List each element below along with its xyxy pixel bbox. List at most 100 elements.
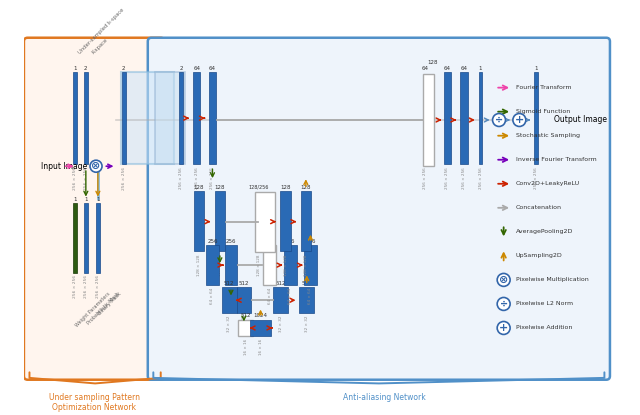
Text: Concatenation: Concatenation: [516, 205, 562, 210]
Text: 256 × 256: 256 × 256: [534, 167, 538, 189]
Text: 512: 512: [224, 281, 234, 286]
Text: 256 × 256: 256 × 256: [73, 275, 77, 298]
Text: 256: 256: [226, 239, 236, 244]
Text: +: +: [515, 115, 524, 125]
Text: 512: 512: [276, 281, 286, 286]
Circle shape: [497, 273, 510, 286]
Text: 1024: 1024: [253, 313, 268, 318]
Text: Fourier Transform: Fourier Transform: [516, 85, 571, 90]
Text: 64 × 64: 64 × 64: [229, 288, 233, 305]
Text: 32 × 32: 32 × 32: [305, 316, 308, 332]
Text: 1: 1: [73, 197, 77, 202]
Text: ⊗: ⊗: [92, 161, 100, 171]
Text: UpSampling2D: UpSampling2D: [516, 254, 563, 259]
Bar: [221, 287, 237, 313]
Text: 128: 128: [214, 185, 225, 190]
Text: 128 × 128: 128 × 128: [218, 254, 222, 276]
Text: 256: 256: [264, 239, 275, 244]
Text: 128 × 128: 128 × 128: [284, 254, 287, 276]
Bar: [96, 203, 100, 273]
Text: 64 × 64: 64 × 64: [308, 288, 312, 305]
Bar: [215, 191, 225, 251]
Text: 256 × 256: 256 × 256: [211, 167, 214, 189]
Text: Under-sampled k-space: Under-sampled k-space: [77, 7, 125, 55]
Text: Probabilistic Mask: Probabilistic Mask: [86, 291, 120, 325]
Bar: [423, 74, 435, 166]
Text: Binary Mask: Binary Mask: [98, 291, 123, 316]
Text: 128: 128: [301, 185, 311, 190]
Text: 2: 2: [122, 66, 125, 71]
Bar: [84, 203, 88, 273]
Text: 128 × 128: 128 × 128: [304, 254, 308, 276]
Circle shape: [497, 322, 510, 334]
Text: 128: 128: [280, 185, 291, 190]
Text: 128/256: 128/256: [248, 185, 269, 190]
Text: Pixelwise Multiplication: Pixelwise Multiplication: [516, 277, 588, 282]
Text: 512: 512: [241, 313, 251, 318]
Text: 256 × 256: 256 × 256: [84, 167, 88, 190]
Bar: [193, 191, 204, 251]
Bar: [193, 72, 200, 164]
Text: 128: 128: [193, 185, 204, 190]
Bar: [479, 72, 483, 164]
Text: 256 × 256: 256 × 256: [479, 167, 483, 189]
Text: ÷: ÷: [495, 115, 503, 125]
Bar: [209, 72, 216, 164]
Bar: [280, 191, 291, 251]
Circle shape: [493, 114, 506, 127]
Bar: [263, 245, 276, 286]
Bar: [73, 203, 77, 273]
Text: 64 × 64: 64 × 64: [268, 288, 272, 305]
Text: Under sampling Pattern
Optimization Network: Under sampling Pattern Optimization Netw…: [49, 393, 140, 412]
Text: Sigmoid Function: Sigmoid Function: [516, 109, 570, 114]
Bar: [122, 72, 125, 164]
Text: 1: 1: [534, 66, 538, 71]
Text: 128 × 128: 128 × 128: [257, 254, 260, 276]
Circle shape: [497, 298, 510, 310]
Bar: [225, 245, 237, 286]
Bar: [84, 72, 88, 164]
Bar: [300, 287, 314, 313]
Bar: [179, 72, 183, 164]
Bar: [301, 191, 311, 251]
Text: 64 × 64: 64 × 64: [288, 288, 292, 305]
Text: 64: 64: [444, 66, 451, 71]
Text: 256 × 256: 256 × 256: [73, 167, 77, 190]
Bar: [284, 245, 296, 286]
FancyBboxPatch shape: [24, 38, 164, 380]
Text: 256 × 256: 256 × 256: [195, 167, 199, 189]
Bar: [238, 320, 253, 336]
FancyBboxPatch shape: [148, 38, 610, 380]
Text: 128: 128: [428, 60, 438, 65]
Text: Pixelwise Addition: Pixelwise Addition: [516, 325, 572, 330]
Text: 256 × 256: 256 × 256: [423, 167, 427, 189]
Text: AveragePooling2D: AveragePooling2D: [516, 229, 573, 234]
Text: 32 × 32: 32 × 32: [242, 316, 246, 332]
Bar: [460, 72, 468, 164]
Text: 2: 2: [179, 66, 183, 71]
Text: +: +: [499, 323, 508, 333]
Bar: [250, 320, 271, 336]
Text: 256 × 256: 256 × 256: [122, 167, 125, 190]
Text: Output Image: Output Image: [554, 115, 607, 124]
Text: 64: 64: [422, 66, 429, 71]
Text: 256 × 256: 256 × 256: [179, 167, 183, 189]
Text: 256 × 256: 256 × 256: [462, 167, 466, 189]
Text: 256 × 256: 256 × 256: [96, 275, 100, 298]
Text: ⊗: ⊗: [499, 275, 508, 285]
Bar: [304, 245, 317, 286]
Text: Weight Parameters: Weight Parameters: [75, 291, 111, 328]
Text: Stochastic Sampling: Stochastic Sampling: [516, 133, 580, 138]
Text: ÷: ÷: [500, 299, 508, 309]
Bar: [444, 72, 451, 164]
Text: 64: 64: [193, 66, 200, 71]
Text: 1: 1: [73, 66, 77, 71]
Text: Conv2D+LeakyReLU: Conv2D+LeakyReLU: [516, 181, 580, 186]
FancyBboxPatch shape: [155, 72, 185, 164]
Text: 256: 256: [285, 239, 296, 244]
Text: Pixelwise L2 Norm: Pixelwise L2 Norm: [516, 301, 573, 306]
Text: K-space: K-space: [90, 37, 108, 55]
Text: 16 × 16: 16 × 16: [259, 339, 262, 355]
FancyBboxPatch shape: [121, 72, 173, 164]
Text: 256: 256: [305, 239, 316, 244]
